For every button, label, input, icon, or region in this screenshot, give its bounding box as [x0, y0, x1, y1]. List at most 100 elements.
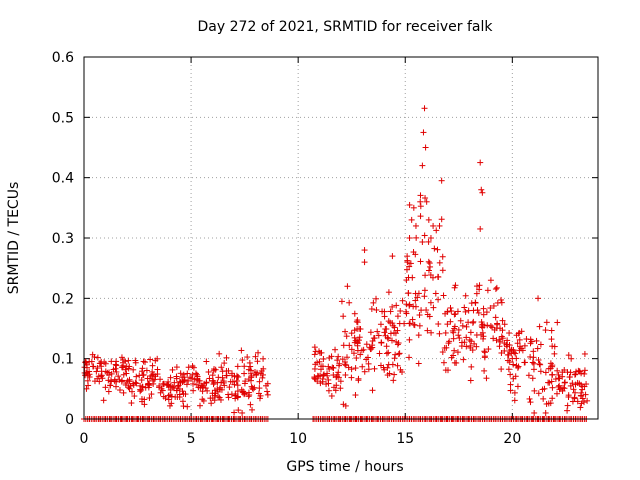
data-point: [438, 177, 445, 184]
data-point: [395, 351, 402, 358]
data-point: [559, 373, 566, 380]
data-point: [120, 371, 127, 378]
data-point: [219, 374, 226, 381]
data-point: [410, 321, 417, 328]
data-point: [420, 129, 427, 136]
data-point: [468, 338, 475, 345]
data-point: [149, 368, 156, 375]
data-point: [451, 311, 458, 318]
data-point: [389, 303, 396, 310]
data-point: [501, 347, 508, 354]
data-point: [581, 383, 588, 390]
data-point: [485, 346, 492, 353]
data-point: [342, 402, 349, 409]
data-point: [195, 384, 202, 391]
data-point: [343, 333, 350, 340]
data-point: [129, 388, 136, 395]
data-point: [247, 377, 254, 384]
data-point: [342, 371, 349, 378]
data-point: [255, 349, 262, 356]
data-point: [357, 351, 364, 358]
data-point: [231, 373, 238, 380]
data-point: [241, 380, 248, 387]
data-point: [564, 407, 571, 414]
data-point: [340, 342, 347, 349]
data-point: [381, 308, 388, 315]
data-point: [210, 367, 217, 374]
data-point: [542, 409, 549, 416]
data-point: [167, 374, 174, 381]
data-point: [417, 203, 424, 210]
data-point: [487, 277, 494, 284]
data-point: [390, 329, 397, 336]
data-point: [507, 387, 514, 394]
y-tick-label: 0.4: [52, 171, 74, 187]
data-point: [537, 368, 544, 375]
data-point: [413, 234, 420, 241]
data-point: [162, 395, 169, 402]
data-point: [335, 353, 342, 360]
data-point: [504, 357, 511, 364]
data-point: [158, 385, 165, 392]
data-point: [403, 266, 410, 273]
data-point: [239, 389, 246, 396]
data-point: [116, 387, 123, 394]
data-point: [447, 304, 454, 311]
data-point: [492, 286, 499, 293]
data-point: [260, 365, 267, 372]
data-point: [504, 337, 511, 344]
data-point: [252, 368, 259, 375]
data-point: [414, 294, 421, 301]
data-point: [190, 364, 197, 371]
data-point: [403, 277, 410, 284]
data-point: [549, 384, 556, 391]
data-point: [445, 340, 452, 347]
data-point: [531, 387, 538, 394]
data-point: [572, 381, 579, 388]
data-point: [433, 227, 440, 234]
data-point: [555, 371, 562, 378]
data-point: [554, 319, 561, 326]
data-point: [165, 396, 172, 403]
data-point: [451, 347, 458, 354]
data-point: [264, 388, 271, 395]
data-point: [389, 253, 396, 260]
data-point: [226, 384, 233, 391]
data-point: [545, 400, 552, 407]
data-point: [581, 370, 588, 377]
data-point: [514, 383, 521, 390]
data-point: [494, 299, 501, 306]
data-point: [526, 395, 533, 402]
data-point: [428, 329, 435, 336]
data-point: [461, 304, 468, 311]
data-point: [548, 336, 555, 343]
data-point: [98, 373, 105, 380]
data-point: [370, 335, 377, 342]
data-point: [81, 364, 88, 371]
data-point: [469, 347, 476, 354]
data-point: [348, 366, 355, 373]
data-point: [385, 289, 392, 296]
data-point: [179, 388, 186, 395]
data-point: [120, 389, 127, 396]
data-point: [468, 300, 475, 307]
data-point: [505, 351, 512, 358]
data-point: [556, 382, 563, 389]
data-point: [455, 326, 462, 333]
data-point: [473, 283, 480, 290]
data-point: [534, 345, 541, 352]
data-point: [466, 336, 473, 343]
data-point: [257, 392, 264, 399]
data-point: [118, 377, 125, 384]
data-point: [377, 362, 384, 369]
data-point: [542, 369, 549, 376]
data-point: [368, 305, 375, 312]
data-point: [515, 330, 522, 337]
data-point: [530, 366, 537, 373]
data-point: [166, 402, 173, 409]
data-point: [528, 338, 535, 345]
data-point: [142, 359, 149, 366]
data-point: [246, 359, 253, 366]
data-point: [492, 314, 499, 321]
data-point: [220, 378, 227, 385]
